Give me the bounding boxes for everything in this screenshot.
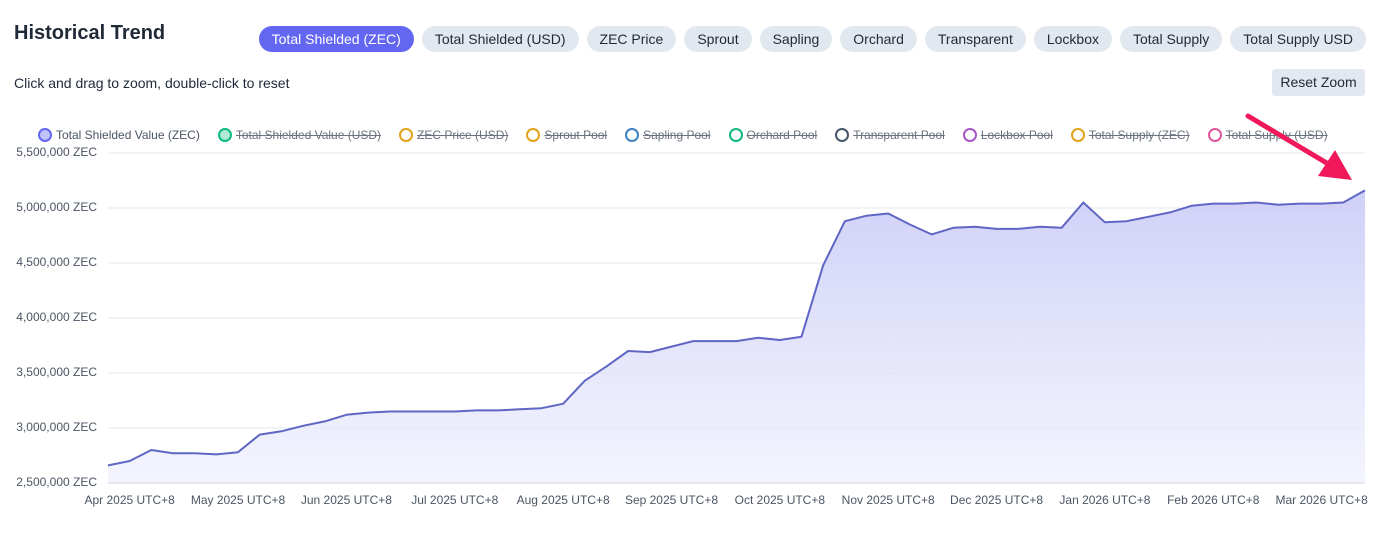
legend-swatch	[38, 128, 52, 142]
legend-item[interactable]: Orchard Pool	[728, 128, 818, 142]
x-tick-label: Dec 2025 UTC+8	[950, 493, 1043, 507]
x-tick-label: Jan 2026 UTC+8	[1059, 493, 1150, 507]
tab-bar: Total Shielded (ZEC) Total Shielded (USD)…	[258, 26, 1366, 52]
x-tick-label: Aug 2025 UTC+8	[517, 493, 610, 507]
y-tick-label: 3,000,000 ZEC	[16, 420, 97, 434]
legend-swatch	[835, 128, 850, 142]
legend-item[interactable]: Lockbox Pool	[962, 128, 1053, 142]
legend-item[interactable]: Total Shielded Value (ZEC)	[38, 128, 200, 142]
legend-swatch	[217, 128, 232, 142]
tab-button[interactable]: Total Shielded (ZEC)	[258, 26, 414, 52]
legend-swatch	[728, 128, 743, 142]
y-tick-label: 5,000,000 ZEC	[16, 200, 97, 214]
legend-label: Lockbox Pool	[980, 128, 1053, 142]
legend-label: Orchard Pool	[746, 128, 818, 142]
legend-item[interactable]: Sprout Pool	[526, 128, 607, 142]
y-tick-label: 5,500,000 ZEC	[16, 145, 97, 159]
x-tick-label: Apr 2025 UTC+8	[84, 493, 175, 507]
legend-swatch	[1207, 128, 1222, 142]
tab-button[interactable]: Total Shielded (USD)	[421, 26, 579, 52]
tab-button[interactable]: Lockbox	[1033, 26, 1112, 52]
x-tick-label: Mar 2026 UTC+8	[1275, 493, 1368, 507]
x-tick-label: Nov 2025 UTC+8	[842, 493, 935, 507]
y-tick-label: 4,500,000 ZEC	[16, 255, 97, 269]
legend-label: Total Shielded Value (ZEC)	[56, 128, 200, 142]
legend-label: Total Supply (USD)	[1225, 128, 1328, 142]
tab-button[interactable]: Transparent	[924, 26, 1026, 52]
legend-item[interactable]: Total Supply (USD)	[1207, 128, 1328, 142]
legend-swatch	[962, 128, 977, 142]
legend: Total Shielded Value (ZEC) Total Shielded…	[38, 128, 1328, 142]
area-fill	[108, 190, 1365, 483]
page-title: Historical Trend	[14, 22, 166, 44]
x-tick-label: Sep 2025 UTC+8	[625, 493, 718, 507]
hint-text: Click and drag to zoom, double-click to …	[14, 75, 290, 91]
tab-button[interactable]: Orchard	[840, 26, 917, 52]
legend-label: Sprout Pool	[544, 128, 608, 142]
legend-item[interactable]: Total Supply (ZEC)	[1070, 128, 1190, 142]
legend-swatch	[399, 128, 414, 142]
y-tick-label: 3,500,000 ZEC	[16, 365, 97, 379]
x-tick-label: Jun 2025 UTC+8	[301, 493, 392, 507]
y-tick-label: 2,500,000 ZEC	[16, 475, 97, 489]
series-line	[107, 189, 1366, 467]
tab-button[interactable]: Total Supply USD	[1230, 26, 1366, 52]
tab-button[interactable]: Sprout	[684, 26, 752, 52]
x-tick-label: May 2025 UTC+8	[191, 493, 286, 507]
legend-label: Total Supply (ZEC)	[1088, 128, 1190, 142]
legend-label: ZEC Price (USD)	[417, 128, 509, 142]
legend-swatch	[625, 128, 640, 142]
y-tick-label: 4,000,000 ZEC	[16, 310, 97, 324]
tab-button[interactable]: Sapling	[759, 26, 833, 52]
legend-item[interactable]: Transparent Pool	[835, 128, 945, 142]
tab-button[interactable]: ZEC Price	[586, 26, 677, 52]
legend-label: Transparent Pool	[853, 128, 945, 142]
legend-swatch	[1070, 128, 1085, 142]
reset-zoom-button[interactable]: Reset Zoom	[1272, 69, 1365, 96]
legend-label: Sapling Pool	[643, 128, 711, 142]
legend-label: Total Shielded Value (USD)	[235, 128, 382, 142]
legend-item[interactable]: Sapling Pool	[625, 128, 711, 142]
legend-item[interactable]: ZEC Price (USD)	[399, 128, 508, 142]
legend-item[interactable]: Total Shielded Value (USD)	[217, 128, 382, 142]
tab-button[interactable]: Total Supply	[1120, 26, 1223, 52]
x-tick-label: Oct 2025 UTC+8	[735, 493, 826, 507]
legend-swatch	[526, 128, 541, 142]
x-tick-label: Feb 2026 UTC+8	[1167, 493, 1260, 507]
x-tick-label: Jul 2025 UTC+8	[411, 493, 498, 507]
